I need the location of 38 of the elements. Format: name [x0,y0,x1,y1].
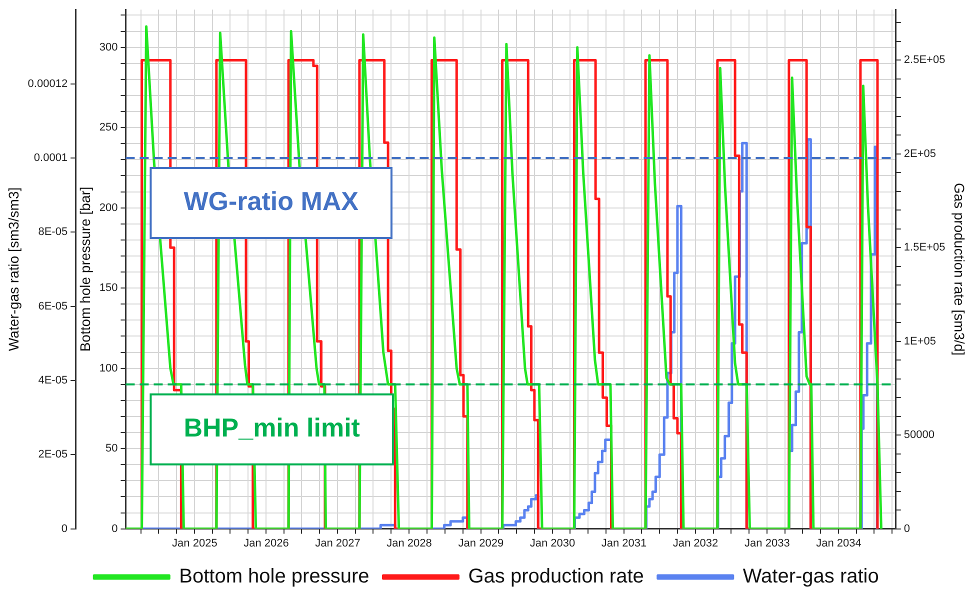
x-tick-label: Jan 2028 [386,537,432,550]
y2-tick-label: 50000 [904,429,935,442]
x-tick-label: Jan 2034 [816,537,862,550]
legend-label: Gas production rate [468,566,644,588]
x-tick-label: Jan 2027 [315,537,360,550]
x-tick-label: Jan 2030 [530,537,576,550]
y-tick-label: 100 [99,362,118,374]
x-tick-label: Jan 2032 [672,537,718,550]
x-tick-label: Jan 2031 [601,537,647,550]
x-tick-label: Jan 2025 [172,537,218,550]
legend-label: Water-gas ratio [742,566,879,588]
y2-tick-label: 1.5E+05 [904,242,946,254]
ref-line-label: BHP_min limit [184,412,360,443]
y-tick-label: 0 [112,522,118,535]
y2-tick-label: 0 [904,522,910,535]
y-tick-label: 200 [99,202,118,214]
y2-axis-title: Gas production rate [sm3/d] [952,182,968,356]
y3-tick-label: 0.0001 [34,152,68,164]
x-tick-label: Jan 2029 [458,537,504,550]
y3-tick-label: 2E-05 [38,448,68,461]
y-axis-title: Bottom hole pressure [bar] [76,186,93,352]
y3-axis-title: Water-gas ratio [sm3/sm3] [5,187,22,352]
x-tick-label: Jan 2033 [744,537,790,550]
y-tick-label: 50 [105,442,118,455]
y3-tick-label: 0 [61,522,68,535]
y2-tick-label: 1E+05 [904,335,936,348]
y-tick-label: 150 [99,282,118,294]
y3-tick-label: 8E-05 [38,226,68,238]
y2-tick-label: 2E+05 [904,148,936,160]
y-tick-label: 300 [99,41,118,54]
y3-tick-label: 6E-05 [38,300,68,312]
y3-tick-label: 0.00012 [28,78,68,90]
y-tick-label: 250 [99,122,118,134]
y2-tick-label: 2.5E+05 [904,54,946,66]
y3-tick-label: 4E-05 [38,374,68,386]
legend-label: Bottom hole pressure [179,566,370,588]
x-tick-label: Jan 2026 [244,537,289,550]
ref-line-label: WG-ratio MAX [184,186,360,216]
